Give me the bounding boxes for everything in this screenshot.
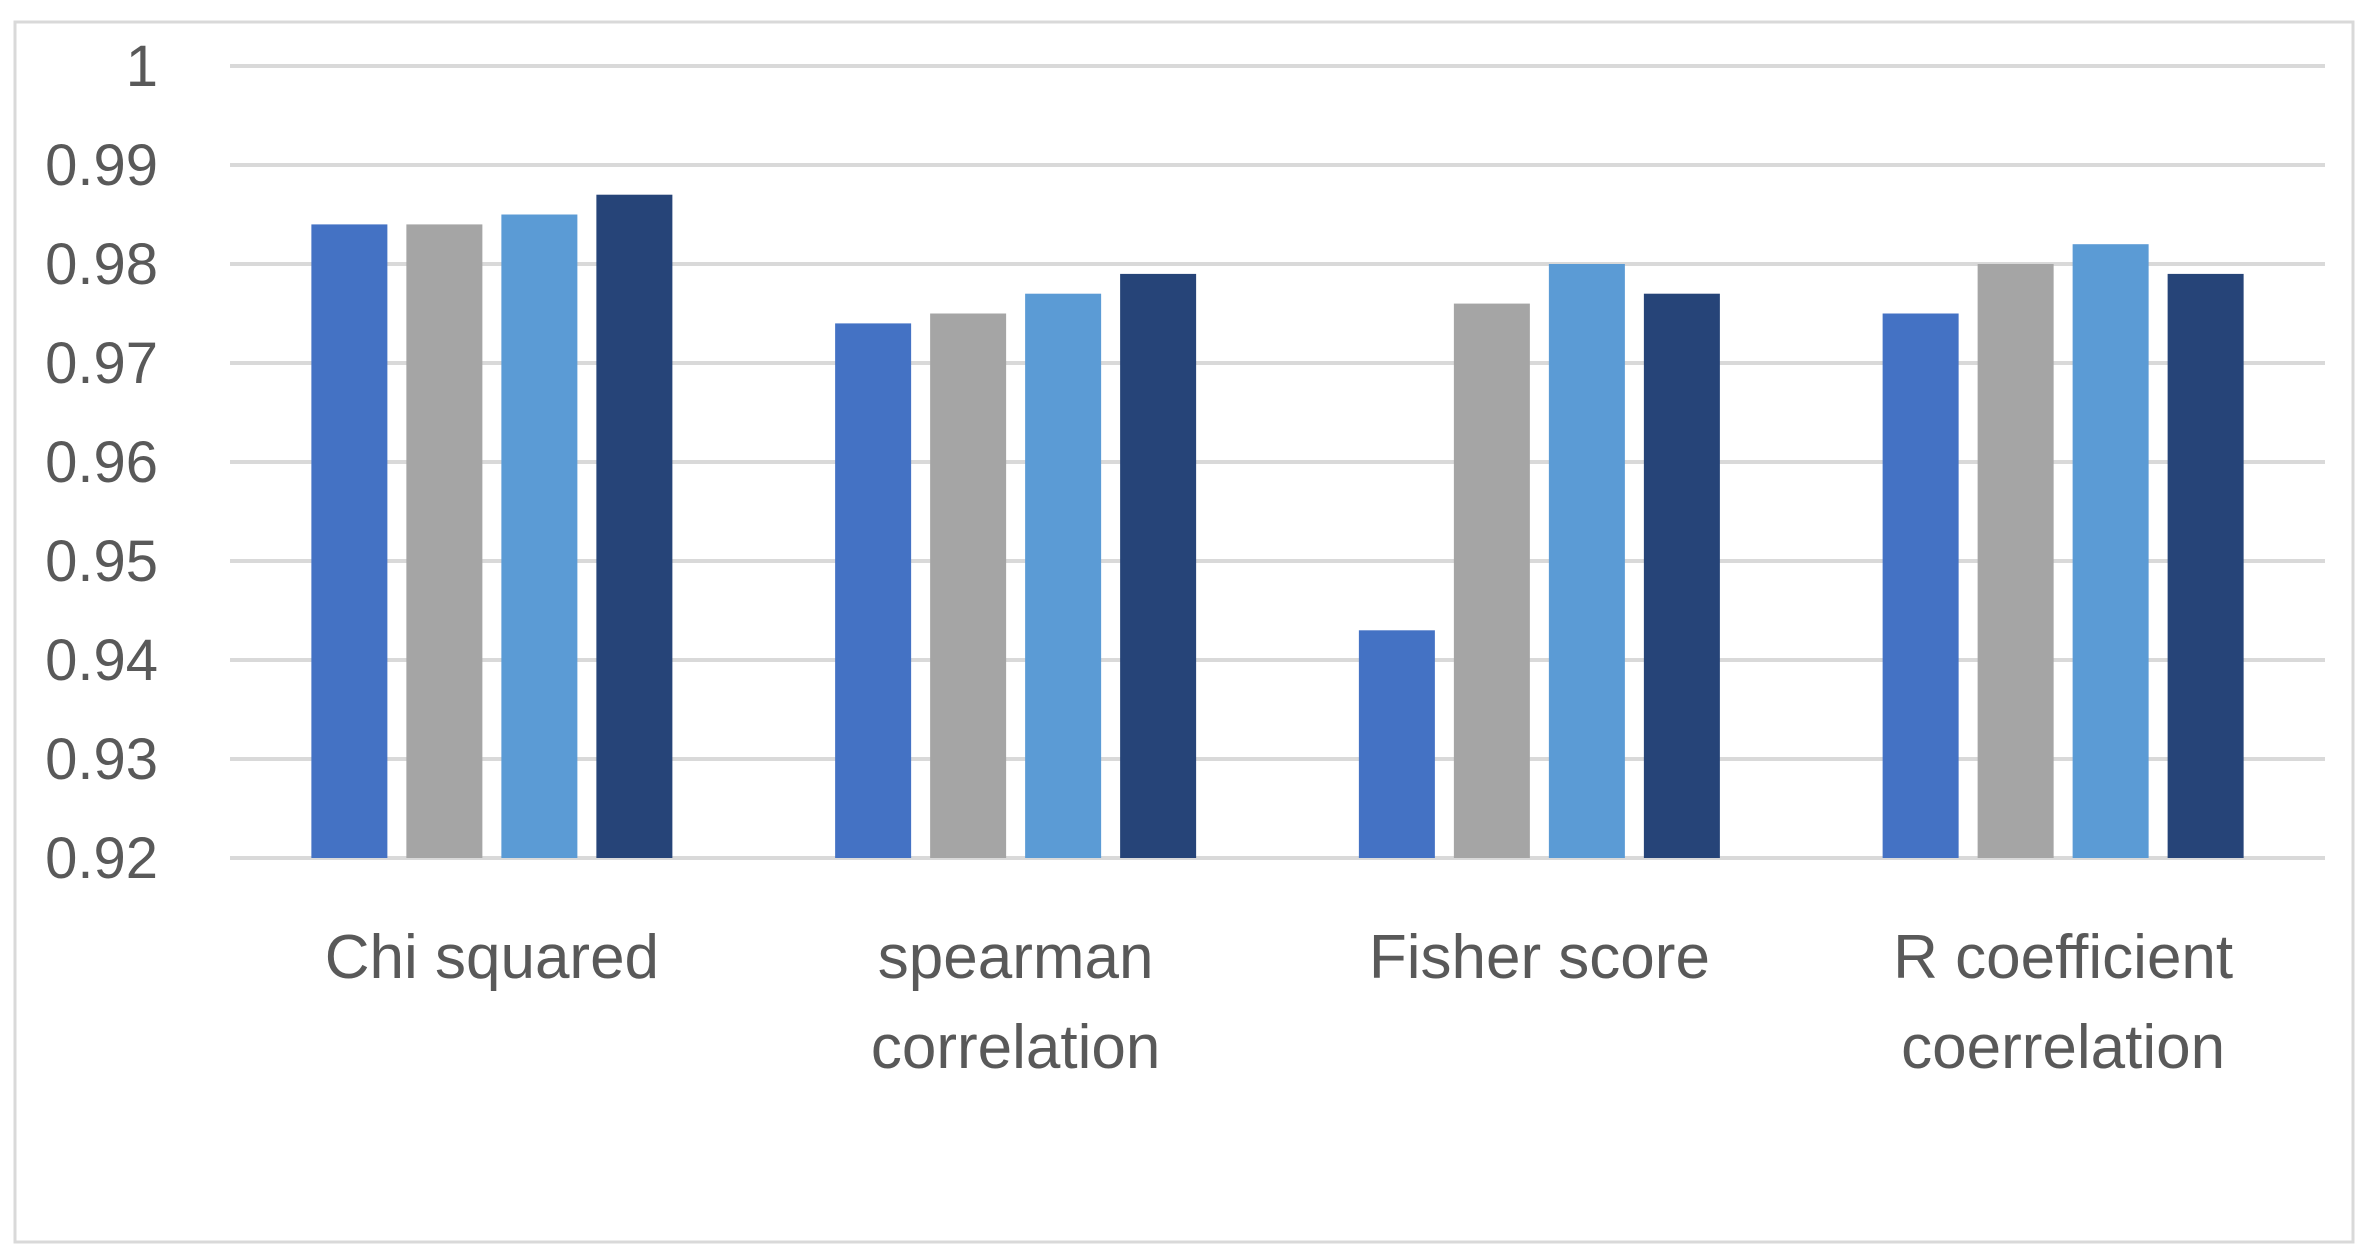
x-axis-category-labels: Chi squared spearman correlation Fisher sco… <box>325 923 2233 1082</box>
bar <box>1025 293 1102 858</box>
y-tick-label: 0.96 <box>45 430 158 495</box>
bar <box>1977 264 2054 858</box>
x-category-label-line: coerrelation <box>1901 1013 2225 1082</box>
bar <box>1453 303 1530 859</box>
gridlines <box>230 64 2325 860</box>
x-category-label: R coefficient coerrelation <box>1893 923 2233 1082</box>
bar <box>406 224 483 858</box>
bar <box>1548 264 1625 858</box>
bar <box>311 224 388 858</box>
bar <box>2167 273 2244 858</box>
x-category-label-line: Fisher score <box>1369 923 1710 992</box>
y-tick-label: 0.97 <box>45 331 158 396</box>
y-tick-label: 0.98 <box>45 232 158 297</box>
bar <box>930 313 1007 858</box>
y-tick-label: 0.94 <box>45 628 158 693</box>
y-tick-label: 0.92 <box>45 826 158 891</box>
bars <box>311 194 2244 859</box>
bar <box>501 214 578 858</box>
y-axis-tick-labels: 0.92 0.93 0.94 0.95 0.96 0.97 0.98 0.99 1 <box>45 34 158 891</box>
x-category-label-line: correlation <box>871 1013 1160 1082</box>
bar <box>1882 313 1959 858</box>
x-category-label: spearman correlation <box>871 923 1160 1082</box>
bar <box>1358 630 1435 858</box>
y-tick-label: 0.93 <box>45 727 158 792</box>
y-tick-label: 1 <box>126 34 158 99</box>
y-tick-label: 0.99 <box>45 133 158 198</box>
x-category-label-line: Chi squared <box>325 923 659 992</box>
x-category-label-line: R coefficient <box>1893 923 2233 992</box>
x-category-label: Chi squared <box>325 923 659 992</box>
bar <box>1643 293 1720 858</box>
bar <box>835 323 912 858</box>
y-tick-label: 0.95 <box>45 529 158 594</box>
bar <box>2072 244 2149 858</box>
bar <box>1120 273 1197 858</box>
x-category-label: Fisher score <box>1369 923 1710 992</box>
bar <box>596 194 673 858</box>
x-category-label-line: spearman <box>878 923 1154 992</box>
